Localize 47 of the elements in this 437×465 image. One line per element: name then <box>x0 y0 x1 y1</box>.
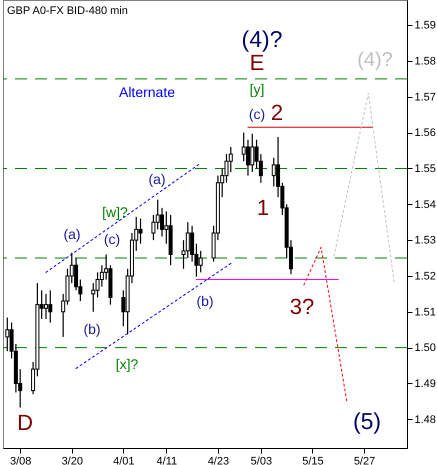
y-tick-label: 1.48 <box>414 414 436 426</box>
annotation: (4)? <box>242 26 282 52</box>
y-tick-label: 1.49 <box>414 378 436 390</box>
x-tick-label: 4/11 <box>156 456 178 465</box>
annotation: [x]? <box>116 356 138 372</box>
annotation: [w]? <box>102 204 128 220</box>
x-tick-label: 5/03 <box>250 456 272 465</box>
x-tick-label: 3/08 <box>10 456 32 465</box>
annotation: (5) <box>352 408 382 434</box>
annotation: 1 <box>256 195 270 220</box>
y-tick-label: 1.57 <box>414 91 436 104</box>
candlestick <box>190 225 194 262</box>
annotation: (a) <box>148 171 166 187</box>
x-tick-label: 5/15 <box>302 456 324 465</box>
y-tick-label: 1.56 <box>414 127 436 140</box>
candlestick <box>272 157 276 187</box>
candlestick <box>186 222 190 259</box>
annotation: 2 <box>270 100 284 125</box>
annotation: (c) <box>104 231 120 247</box>
candlestick <box>250 133 254 173</box>
chart-title: GBP A0-FX BID-480 min <box>7 5 128 17</box>
candlestick <box>5 316 10 352</box>
annotation: (a) <box>63 226 81 242</box>
y-tick-label: 1.50 <box>414 342 436 354</box>
annotation: [y] <box>250 81 264 97</box>
annotation: Alternate <box>118 84 176 100</box>
annotation: (b) <box>196 293 214 309</box>
y-tick-label: 1.54 <box>414 198 436 211</box>
x-tick-label: 5/27 <box>354 456 376 465</box>
annotation: (b) <box>83 321 101 337</box>
candlestick <box>228 146 233 173</box>
x-tick-label: 3/20 <box>62 456 83 465</box>
y-tick-label: 1.58 <box>414 55 436 68</box>
annotation: (4)? <box>357 49 393 71</box>
y-tick-label: 1.53 <box>414 234 436 247</box>
candlestick <box>48 290 52 324</box>
candlestick <box>242 132 246 162</box>
candlestick <box>198 250 203 273</box>
annotation: (c) <box>248 106 266 122</box>
y-tick-label: 1.59 <box>414 20 436 32</box>
y-tick-label: 1.51 <box>414 306 436 318</box>
x-tick-label: 4/01 <box>113 456 135 465</box>
y-tick-label: 1.52 <box>414 270 436 282</box>
annotation: D <box>17 410 33 435</box>
annotation: 3? <box>290 294 314 319</box>
x-tick-label: 4/23 <box>208 456 230 465</box>
y-tick-label: 1.55 <box>414 162 436 175</box>
